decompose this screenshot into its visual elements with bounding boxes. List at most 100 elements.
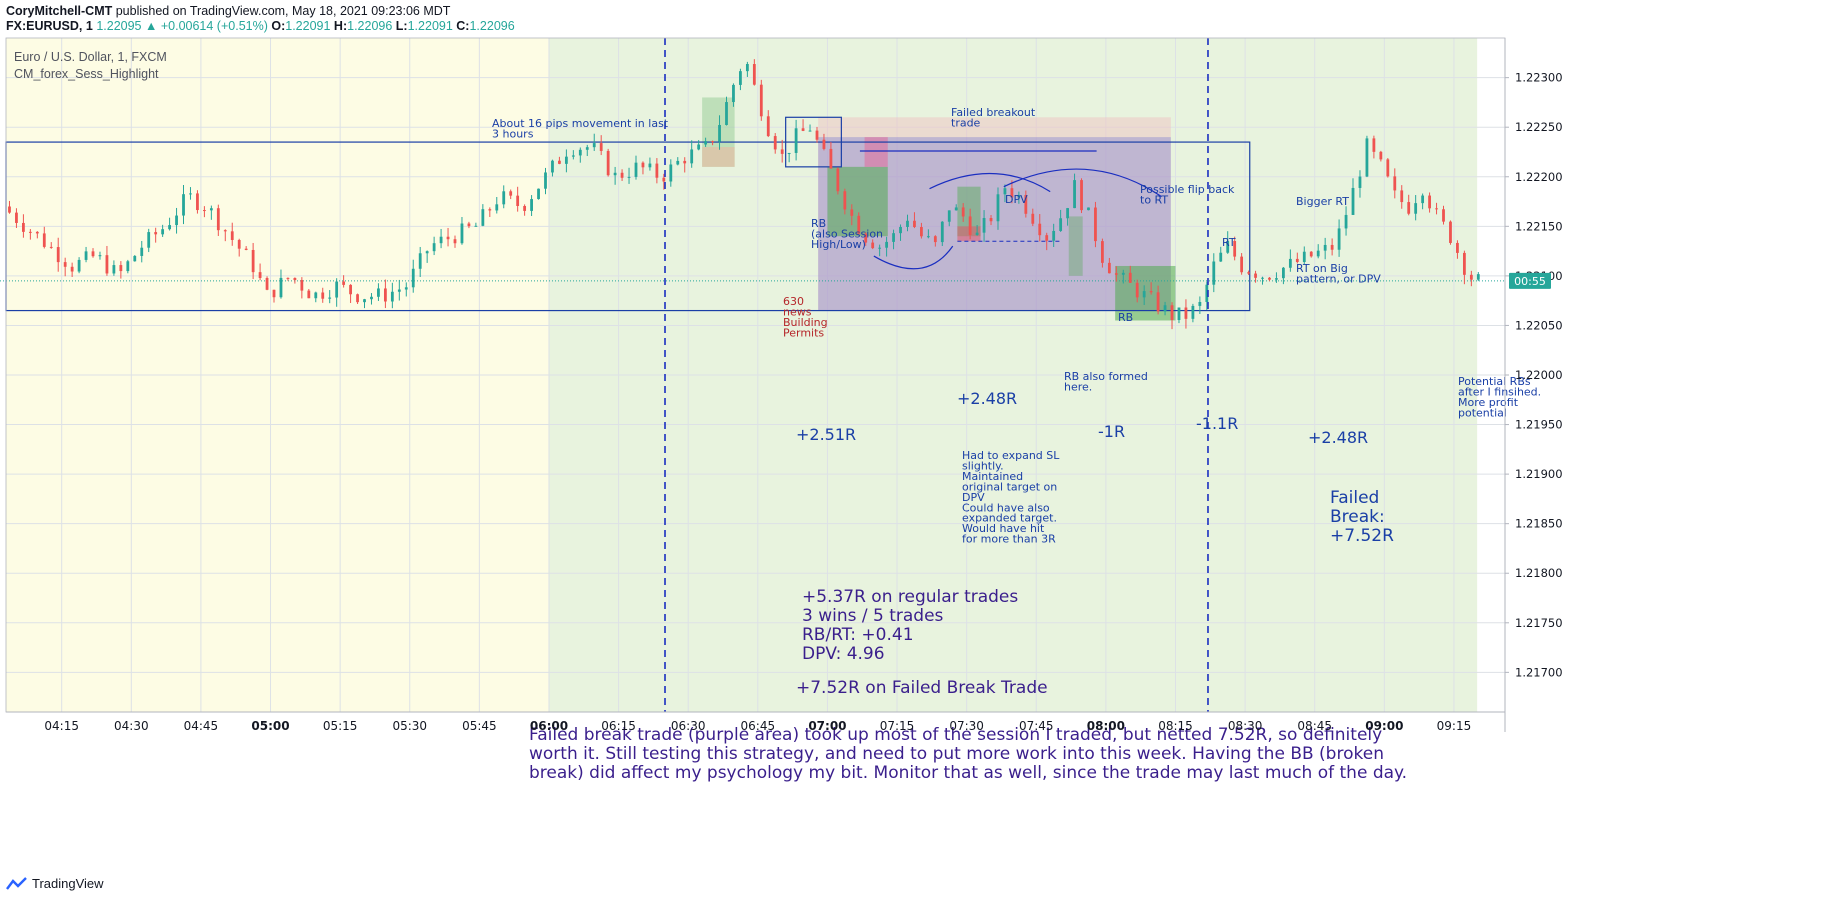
candle-body — [1428, 195, 1431, 209]
candle-body — [1101, 241, 1104, 263]
indicator-name[interactable]: CM_forex_Sess_Highlight — [14, 67, 159, 81]
candle-body — [1469, 274, 1473, 280]
trade-zone-8 — [1068, 216, 1083, 276]
candle-body — [49, 246, 53, 248]
candle-body — [899, 226, 902, 234]
price-change: +0.00614 (+0.51%) — [160, 19, 268, 33]
candle-body — [1149, 291, 1153, 293]
candle-body — [1010, 188, 1014, 198]
candle-body — [627, 176, 631, 178]
candle-body — [432, 243, 436, 252]
x-tick-label: 04:30 — [114, 719, 149, 733]
candle-body — [286, 277, 290, 279]
candle-body — [794, 128, 798, 153]
candle-body — [801, 128, 805, 131]
candle-body — [370, 296, 373, 300]
candle-body — [175, 215, 178, 226]
candle-body — [1407, 202, 1411, 214]
candle-body — [613, 172, 617, 176]
candle-body — [544, 172, 547, 189]
candle-body — [133, 255, 137, 262]
candle-body — [843, 191, 847, 210]
candle-body — [1038, 223, 1042, 236]
candle-body — [996, 194, 1000, 222]
x-tick-label: 08:45 — [1297, 719, 1332, 733]
candle-body — [223, 230, 227, 232]
candle-body — [537, 188, 540, 200]
candle-body — [293, 277, 297, 281]
candle-body — [1462, 252, 1466, 275]
candle-body — [926, 236, 930, 238]
result-r3: -1R — [1098, 422, 1125, 441]
candle-body — [363, 299, 366, 303]
candle-body — [300, 280, 304, 291]
candle-body — [1344, 214, 1348, 229]
note-potential-rbs: Potential RBs after I finsihed. More profi… — [1458, 375, 1541, 419]
candle-body — [808, 130, 812, 132]
candle-body — [8, 206, 11, 213]
note-expand-sl: Had to expand SL slightly. Maintained origi… — [962, 449, 1060, 546]
candle-body — [669, 164, 673, 182]
tradingview-logo[interactable]: TradingView — [6, 876, 104, 891]
candle-body — [759, 84, 763, 117]
trade-zone-5 — [864, 137, 888, 167]
candle-body — [35, 231, 39, 234]
candle-body — [1393, 176, 1397, 191]
y-tick-label: 1.21950 — [1515, 418, 1563, 432]
note-rt: RT — [1222, 236, 1236, 249]
result-r4: -1.1R — [1196, 414, 1238, 433]
candle-body — [1177, 307, 1181, 320]
note-flip-back: Possible flip back to RT — [1140, 183, 1235, 206]
candle-body — [1059, 218, 1063, 231]
candle-body — [28, 231, 32, 233]
note-news: 630 news Building Permits — [783, 295, 828, 339]
candle-body — [126, 261, 130, 272]
candle-body — [655, 163, 659, 178]
x-tick-label: 04:15 — [44, 719, 79, 733]
candle-body — [1163, 305, 1167, 312]
candle-body — [752, 64, 756, 85]
rb-arc — [873, 245, 954, 270]
chart-legend: Euro / U.S. Dollar, 1, FXCM CM_forex_Ses… — [14, 50, 167, 81]
candle-body — [1080, 180, 1083, 211]
x-tick-label: 05:00 — [251, 719, 289, 733]
candle-body — [1107, 262, 1111, 274]
candle-body — [836, 168, 840, 192]
note-bigger-rt: Bigger RT — [1296, 195, 1349, 208]
candle-body — [1142, 291, 1146, 298]
candle-body — [676, 160, 680, 165]
candle-body — [947, 210, 951, 222]
candle-body — [933, 236, 937, 243]
high-value: 1.22096 — [347, 19, 393, 33]
result-r5: +2.48R — [1308, 428, 1368, 447]
candle-body — [968, 216, 972, 235]
drawings — [664, 38, 1209, 712]
candle-body — [244, 248, 248, 250]
candle-body — [258, 272, 262, 278]
x-tick-label: 08:30 — [1228, 719, 1263, 733]
axes: 1.223001.222501.222001.221501.221001.220… — [5, 37, 1563, 733]
candle-body — [342, 281, 346, 285]
candle-body — [147, 232, 151, 248]
candle-body — [279, 277, 283, 298]
publisher-name[interactable]: CoryMitchell-CMT — [6, 4, 113, 18]
flip-arc — [929, 172, 1051, 193]
candle-body — [154, 232, 158, 235]
candle-body — [356, 294, 359, 303]
note-dpv: DPV — [1005, 193, 1028, 206]
x-tick-label: 05:30 — [392, 719, 427, 733]
candle-body — [377, 288, 380, 297]
last-price: 1.22095 — [96, 19, 142, 33]
candle-body — [349, 284, 352, 295]
candle-body — [718, 124, 721, 142]
candle-body — [815, 130, 819, 140]
candle-body — [940, 221, 944, 243]
candle-body — [766, 116, 770, 137]
candle-body — [1240, 256, 1244, 273]
candle-body — [592, 143, 596, 148]
candle-body — [56, 247, 60, 263]
candle-body — [22, 222, 25, 232]
instrument-title: Euro / U.S. Dollar, 1, FXCM — [14, 50, 167, 64]
candle-body — [564, 156, 568, 164]
